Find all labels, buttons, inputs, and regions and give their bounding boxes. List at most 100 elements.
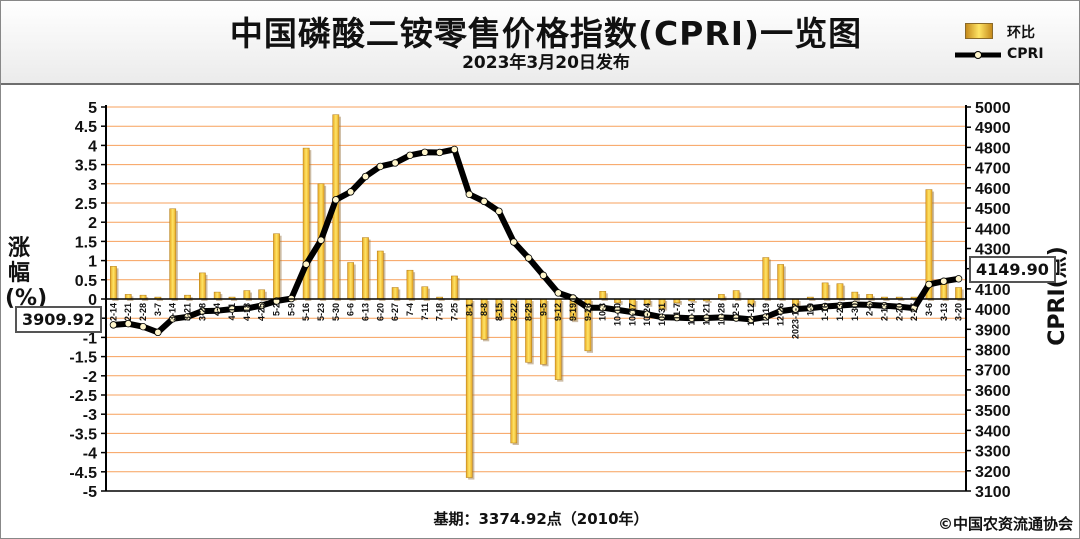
cpri-point	[732, 314, 740, 322]
left-tick-label: 1	[88, 254, 97, 271]
bar	[465, 298, 473, 478]
cpri-point	[465, 190, 473, 199]
left-axis-ticks: 54.543.532.521.510.50-0.5-1-1.5-2-2.5-3-…	[69, 100, 106, 501]
right-tick-label: 3300	[975, 444, 1011, 461]
bar	[362, 237, 369, 300]
category-label: 8-22	[509, 303, 519, 321]
category-labels: 2-14 2-21 2-28 3-7 3-14 3-21 3-28 4-4 4-11 4-18 4-…	[108, 303, 963, 339]
legend-line-label: CPRI	[1007, 46, 1044, 62]
cpri-point	[791, 305, 800, 313]
category-label: 6-13	[360, 303, 370, 321]
legend: 环比 CPRI	[953, 19, 1073, 69]
cpri-point	[435, 148, 444, 157]
category-label: 11-21	[702, 303, 712, 326]
right-tick-label: 4600	[975, 181, 1011, 198]
cpri-point	[257, 301, 266, 310]
category-label: 12-26	[776, 303, 786, 326]
category-label: 8-8	[479, 303, 489, 316]
category-label: 12-5	[731, 303, 741, 321]
cpri-point	[865, 301, 874, 309]
bar	[199, 272, 206, 300]
category-label: 9-19	[568, 303, 578, 321]
legend-bar-swatch-icon	[965, 23, 993, 39]
category-label: 1-9	[805, 303, 815, 316]
right-tick-label: 3900	[975, 322, 1011, 339]
category-label: 7-18	[435, 303, 445, 321]
bar-shadow	[809, 299, 816, 301]
right-tick-label: 3700	[975, 363, 1011, 380]
right-tick-label: 4900	[975, 120, 1011, 137]
cpri-point	[139, 322, 147, 331]
cpri-point	[880, 301, 889, 310]
bar-shadow	[230, 299, 238, 301]
bar-shadow	[690, 301, 697, 303]
cpri-point	[361, 172, 370, 181]
category-label: 5-9	[286, 303, 296, 316]
cpri-point	[954, 275, 963, 283]
right-tick-label: 3500	[975, 403, 1011, 420]
category-label: 11-7	[672, 303, 682, 321]
bar	[451, 275, 458, 300]
cpri-point	[495, 207, 503, 215]
category-label: 8-1	[464, 303, 474, 316]
cpri-point	[524, 254, 533, 262]
bar	[406, 269, 414, 300]
left-tick-label: 3	[88, 177, 97, 194]
cpri-point	[450, 145, 459, 154]
bar-shadow	[438, 299, 445, 301]
right-tick-label: 3400	[975, 423, 1011, 440]
right-tick-label: 4400	[975, 221, 1011, 238]
cpri-point	[109, 321, 118, 329]
bar	[762, 257, 770, 300]
cpri-point	[154, 328, 162, 337]
category-label: 9-12	[553, 303, 563, 321]
cpri-point	[554, 289, 562, 297]
category-label: 4-4	[212, 303, 222, 316]
chart-title: 中国磷酸二铵零售价格指数(CPRI)一览图	[229, 14, 863, 53]
bar	[851, 291, 859, 300]
category-label: 3-14	[168, 303, 178, 321]
category-label: 11-28	[716, 303, 726, 326]
cpri-point	[169, 315, 177, 323]
bar	[955, 287, 962, 300]
right-tick-label: 4100	[975, 282, 1011, 299]
left-axis-title: 涨幅(%)	[5, 236, 48, 311]
cpri-point	[895, 302, 903, 311]
bar	[836, 283, 844, 300]
cpri-point	[925, 280, 933, 289]
category-label: 4-18	[242, 303, 252, 321]
cpri-point	[243, 304, 251, 313]
category-label: 11-14	[687, 303, 697, 326]
left-tick-label: -4	[83, 446, 97, 463]
bar-shadow	[898, 299, 905, 301]
right-tick-label: 3200	[975, 464, 1011, 481]
category-label: 7-4	[405, 303, 415, 316]
category-label: 5-2	[272, 303, 282, 316]
category-label: 3-7	[153, 303, 163, 316]
category-label: 2-21	[123, 303, 133, 321]
bar	[243, 290, 251, 300]
right-tick-label: 4300	[975, 241, 1011, 258]
category-label: 3-20	[954, 303, 964, 321]
left-tick-label: 0	[88, 292, 97, 309]
bar	[821, 282, 829, 300]
category-label: 6-6	[346, 303, 356, 316]
right-tick-label: 3600	[975, 383, 1011, 400]
category-label: 3-6	[924, 303, 934, 316]
cpri-point	[124, 319, 132, 328]
left-tick-label: -5	[83, 484, 97, 501]
bar-shadow	[883, 299, 890, 301]
bar	[169, 208, 177, 300]
cpri-point	[421, 148, 429, 156]
cpri-line	[110, 146, 962, 336]
right-tick-label: 4700	[975, 161, 1011, 178]
category-label: 7-11	[420, 303, 430, 321]
cpri-point	[851, 300, 859, 309]
category-label: 7-25	[449, 303, 459, 321]
category-label: 10-17	[627, 303, 637, 326]
callout-right: 4149.90	[969, 256, 1056, 283]
category-label: 4-25	[257, 303, 267, 321]
cpri-point	[198, 307, 207, 315]
category-label: 3-21	[183, 303, 193, 321]
